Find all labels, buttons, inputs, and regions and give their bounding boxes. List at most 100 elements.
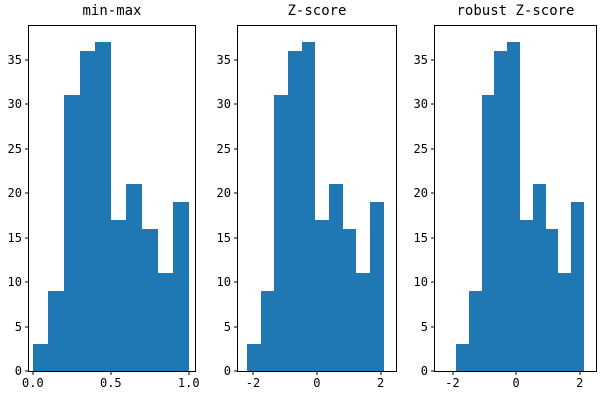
x-tick-label: -2	[445, 376, 460, 390]
chart-title: robust Z-score	[456, 3, 575, 19]
y-tick-mark	[234, 281, 238, 283]
x-tick-mark	[252, 371, 254, 375]
y-tick-label: 15	[413, 230, 428, 245]
y-tick-mark	[431, 281, 435, 283]
y-tick-label: 0	[14, 364, 22, 378]
histogram-bar	[301, 42, 316, 371]
x-tick-mark	[188, 371, 190, 375]
histogram-bar	[494, 50, 508, 371]
y-tick-mark	[25, 148, 29, 150]
y-tick-label: 30	[7, 97, 22, 112]
histogram-bar	[545, 228, 559, 371]
x-tick-label: 2	[576, 376, 584, 390]
y-tick-mark	[234, 370, 238, 372]
y-tick-label: 25	[7, 141, 22, 156]
x-tick-label: -2	[245, 376, 261, 390]
y-tick-label: 20	[7, 186, 22, 201]
histogram-bar	[142, 228, 158, 371]
subplot-robust-z-score: robust Z-score -2 0 2 0 5 10 15 20 25 30 35	[414, 4, 597, 389]
y-tick-label: 10	[216, 275, 231, 290]
chart-title: min-max	[82, 3, 142, 19]
y-tick-label: 25	[413, 141, 428, 156]
histogram-bar	[315, 219, 330, 371]
y-tick-mark	[234, 59, 238, 61]
histogram-bar	[288, 50, 302, 371]
y-tick-label: 35	[216, 52, 231, 67]
histogram-bar	[48, 290, 65, 371]
histogram-bar	[532, 184, 546, 371]
histogram-bar	[481, 95, 495, 371]
plot-area: -2 0 2 0 5 10 15 20 25 30 35	[217, 25, 397, 389]
histogram-bar	[342, 228, 357, 371]
y-tick-label: 0	[223, 364, 231, 378]
histogram-bar	[95, 42, 111, 371]
x-tick-mark	[110, 371, 112, 375]
x-tick-mark	[515, 371, 517, 375]
histogram-bar	[571, 202, 584, 371]
plot-area: -2 0 2 0 5 10 15 20 25 30 35	[414, 25, 597, 389]
y-tick-mark	[25, 103, 29, 105]
y-tick-mark	[25, 192, 29, 194]
y-tick-mark	[431, 237, 435, 239]
y-tick-mark	[25, 59, 29, 61]
x-tick-label: 0	[313, 376, 321, 390]
y-tick-label: 5	[420, 319, 428, 334]
x-tick-mark	[380, 371, 382, 375]
histogram-bar	[157, 273, 174, 371]
y-tick-label: 5	[223, 319, 231, 334]
x-tick-mark	[452, 371, 453, 375]
y-tick-label: 15	[7, 230, 22, 245]
y-tick-mark	[234, 326, 238, 328]
plot-area: 0.0 0.5 1.0 0 5 10 15 20 25 30 35	[8, 25, 200, 389]
chart-title: Z-score	[287, 3, 347, 19]
x-tick-label: 2	[377, 376, 385, 390]
histogram-bar	[329, 184, 343, 371]
x-tick-mark	[316, 371, 318, 375]
y-tick-mark	[234, 192, 238, 194]
y-tick-label: 20	[413, 186, 428, 201]
y-tick-mark	[234, 103, 238, 105]
y-tick-mark	[234, 148, 238, 150]
x-tick-label: 0.5	[99, 376, 122, 390]
histogram-bar	[173, 202, 189, 371]
histogram-bar	[507, 42, 520, 371]
histogram-bar	[110, 219, 127, 371]
y-tick-mark	[431, 370, 435, 372]
y-tick-label: 25	[216, 141, 231, 156]
histogram-bar	[260, 290, 275, 371]
y-tick-label: 30	[413, 97, 428, 112]
histogram-bar	[370, 202, 384, 371]
y-tick-label: 20	[216, 186, 231, 201]
y-tick-mark	[431, 59, 435, 61]
subplot-z-score: Z-score -2 0 2 0 5 10 15 20 25 30 35	[217, 4, 397, 389]
histogram-bar	[79, 50, 96, 371]
y-tick-label: 35	[413, 52, 428, 67]
histogram-bar	[456, 344, 469, 371]
y-tick-mark	[431, 326, 435, 328]
histogram-bar	[356, 273, 371, 371]
y-tick-label: 35	[7, 52, 22, 67]
histogram-bar	[126, 184, 143, 371]
y-tick-mark	[431, 148, 435, 150]
histogram-bar	[558, 273, 572, 371]
x-tick-mark	[32, 371, 34, 375]
x-tick-mark	[579, 371, 581, 375]
y-tick-mark	[25, 326, 29, 328]
histogram-bar	[246, 344, 261, 371]
y-tick-label: 5	[14, 319, 22, 334]
subplot-min-max: min-max 0.0 0.5 1.0 0 5 10 15 20 25 30 35	[8, 4, 200, 389]
y-tick-mark	[25, 370, 29, 372]
histogram-bar	[64, 95, 80, 371]
y-tick-mark	[25, 281, 29, 283]
x-tick-label: 0.0	[22, 376, 44, 390]
y-tick-label: 10	[413, 275, 428, 290]
x-tick-label: 1.0	[177, 376, 200, 390]
x-tick-label: 0	[512, 376, 520, 390]
y-tick-mark	[431, 192, 435, 194]
histogram-bar	[274, 95, 289, 371]
y-tick-label: 0	[420, 364, 428, 378]
y-tick-label: 15	[216, 230, 231, 245]
y-tick-label: 30	[216, 97, 231, 112]
y-tick-mark	[431, 103, 435, 105]
